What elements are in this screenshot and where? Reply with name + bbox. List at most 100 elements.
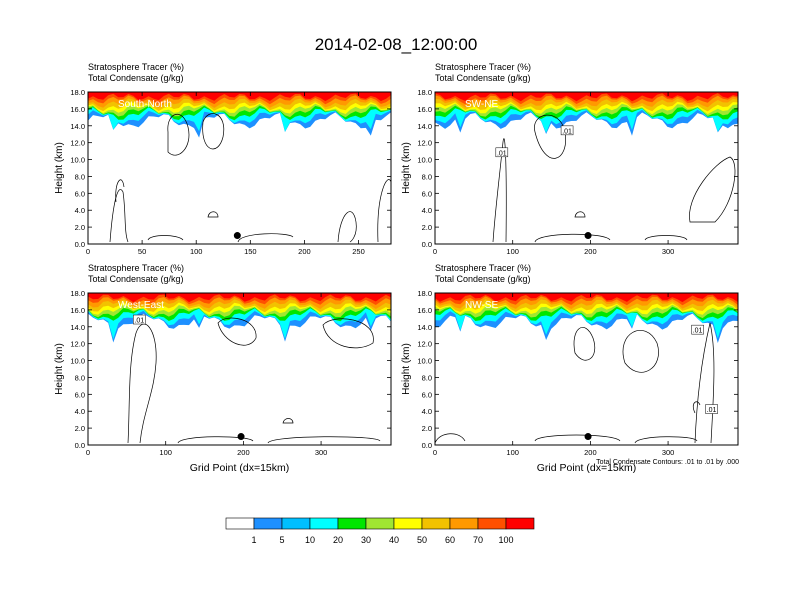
y-tick-label: 12.0	[70, 139, 85, 148]
contour-label: .01	[133, 314, 146, 325]
y-tick-label: 16.0	[70, 105, 85, 114]
panel-label: South-North	[118, 99, 172, 110]
colorbar: 1 5 10 20 30 40 50 60 70 100	[225, 517, 535, 545]
panel-line2: Total Condensate (g/kg)	[435, 274, 531, 284]
y-tick-label: 2.0	[422, 424, 432, 433]
condensate-contour	[147, 235, 184, 241]
colorbar-label: 50	[417, 535, 427, 545]
x-tick-label: 300	[662, 247, 675, 256]
condensate-contour	[217, 317, 257, 346]
panel-line1: Stratosphere Tracer (%)	[435, 263, 531, 273]
condensate-contour	[177, 436, 254, 444]
contour-footnote: Total Condensate Contours: .01 to .01 by…	[596, 459, 739, 466]
colorbar-swatch	[449, 517, 479, 530]
colorbar-label: 60	[445, 535, 455, 545]
colorbar-swatch	[337, 517, 367, 530]
colorbar-swatch	[281, 517, 311, 530]
condensate-contours	[109, 113, 391, 243]
condensate-contour	[237, 233, 294, 243]
x-tick-label: 100	[159, 448, 172, 457]
y-tick-label: 10.0	[70, 357, 85, 366]
y-tick-label: 18.0	[70, 289, 85, 298]
y-tick-label: 14.0	[70, 122, 85, 131]
contour-label-text: .01	[134, 318, 144, 325]
condensate-contour	[115, 179, 125, 203]
x-tick-label: 300	[315, 448, 328, 457]
condensate-contour	[435, 433, 466, 444]
contour-label: .01	[705, 404, 718, 414]
condensate-contour	[492, 138, 507, 243]
condensate-contour	[692, 401, 701, 414]
panel-sw-ne: Stratosphere Tracer (%) Total Condensate…	[401, 62, 739, 256]
location-marker	[237, 433, 245, 441]
x-tick-label: 50	[138, 247, 146, 256]
panel-line1: Stratosphere Tracer (%)	[88, 263, 184, 273]
y-tick-label: 14.0	[70, 323, 85, 332]
contour-label-box	[495, 147, 509, 158]
condensate-contours	[127, 317, 381, 444]
plot-area: .01 West-East 0.0 2.0 4.0 6.0 8.0 10.0 12.0 14.0 1…	[54, 289, 392, 474]
plot-frame	[87, 91, 392, 245]
x-tick-label: 200	[584, 448, 597, 457]
y-tick-label: 0.0	[75, 240, 85, 249]
condensate-contour	[574, 211, 586, 218]
colorbar-swatch	[309, 517, 339, 530]
plot-area: South-North 0.0 2.0 4.0 6.0 8.0 10.0 12.0 14.0 16…	[54, 88, 392, 256]
y-tick-label: 12.0	[70, 340, 85, 349]
condensate-contours	[492, 114, 736, 243]
condensate-contour	[337, 211, 357, 243]
plot-frame	[434, 91, 739, 245]
contour-label: .01	[495, 147, 509, 158]
contour-label-text: .01	[497, 150, 507, 157]
x-tick-label: 0	[433, 448, 437, 457]
y-tick-label: 16.0	[417, 105, 432, 114]
y-tick-label: 18.0	[417, 289, 432, 298]
x-tick-label: 0	[86, 448, 90, 457]
colorbar-swatch	[253, 517, 283, 530]
condensate-contour	[634, 436, 698, 444]
colorbar-label: 10	[305, 535, 315, 545]
x-tick-label: 100	[506, 448, 519, 457]
y-tick-label: 8.0	[422, 373, 432, 382]
contour-label-box	[133, 314, 146, 325]
condensate-contour	[282, 418, 294, 424]
panel-nw-se: Stratosphere Tracer (%) Total Condensate…	[401, 263, 739, 474]
panel-label: NW-SE	[465, 300, 498, 311]
colorbar-label: 20	[333, 535, 343, 545]
tracer-shading	[435, 293, 738, 343]
contour-label-box	[691, 324, 704, 335]
y-tick-label: 14.0	[417, 122, 432, 131]
contour-label-text: .01	[562, 128, 572, 135]
colorbar-swatch	[365, 517, 395, 530]
x-axis-label: Grid Point (dx=15km)	[190, 462, 290, 474]
y-axis-label: Height (km)	[54, 142, 65, 194]
y-tick-label: 10.0	[70, 156, 85, 165]
y-tick-label: 0.0	[422, 240, 432, 249]
y-tick-label: 2.0	[75, 223, 85, 232]
colorbar-label: 30	[361, 535, 371, 545]
y-tick-label: 0.0	[422, 441, 432, 450]
condensate-contour	[644, 235, 688, 241]
y-tick-label: 18.0	[70, 88, 85, 97]
y-tick-label: 6.0	[75, 390, 85, 399]
panel-line2: Total Condensate (g/kg)	[88, 73, 184, 83]
condensate-contour	[267, 436, 381, 444]
y-tick-label: 10.0	[417, 357, 432, 366]
x-tick-label: 200	[237, 448, 250, 457]
colorbar-label: 1	[251, 535, 256, 545]
colorbar-label: 70	[473, 535, 483, 545]
condensate-contour	[573, 327, 595, 361]
condensate-contour	[377, 179, 391, 243]
contour-label: .01	[560, 125, 574, 135]
plot-frame	[434, 292, 739, 446]
tracer-shading	[88, 293, 391, 343]
y-tick-label: 6.0	[422, 189, 432, 198]
x-tick-label: 100	[506, 247, 519, 256]
y-tick-label: 12.0	[417, 340, 432, 349]
x-tick-label: 200	[584, 247, 597, 256]
plot-area: .01 .01 SW-NE 0.0 2.0 4.0 6.0 8.0 10.0 12.0 14.0 16…	[401, 88, 739, 256]
panel-line1: Stratosphere Tracer (%)	[435, 62, 531, 72]
x-tick-label: 300	[662, 448, 675, 457]
condensate-contour	[127, 323, 157, 444]
location-marker	[584, 232, 592, 240]
